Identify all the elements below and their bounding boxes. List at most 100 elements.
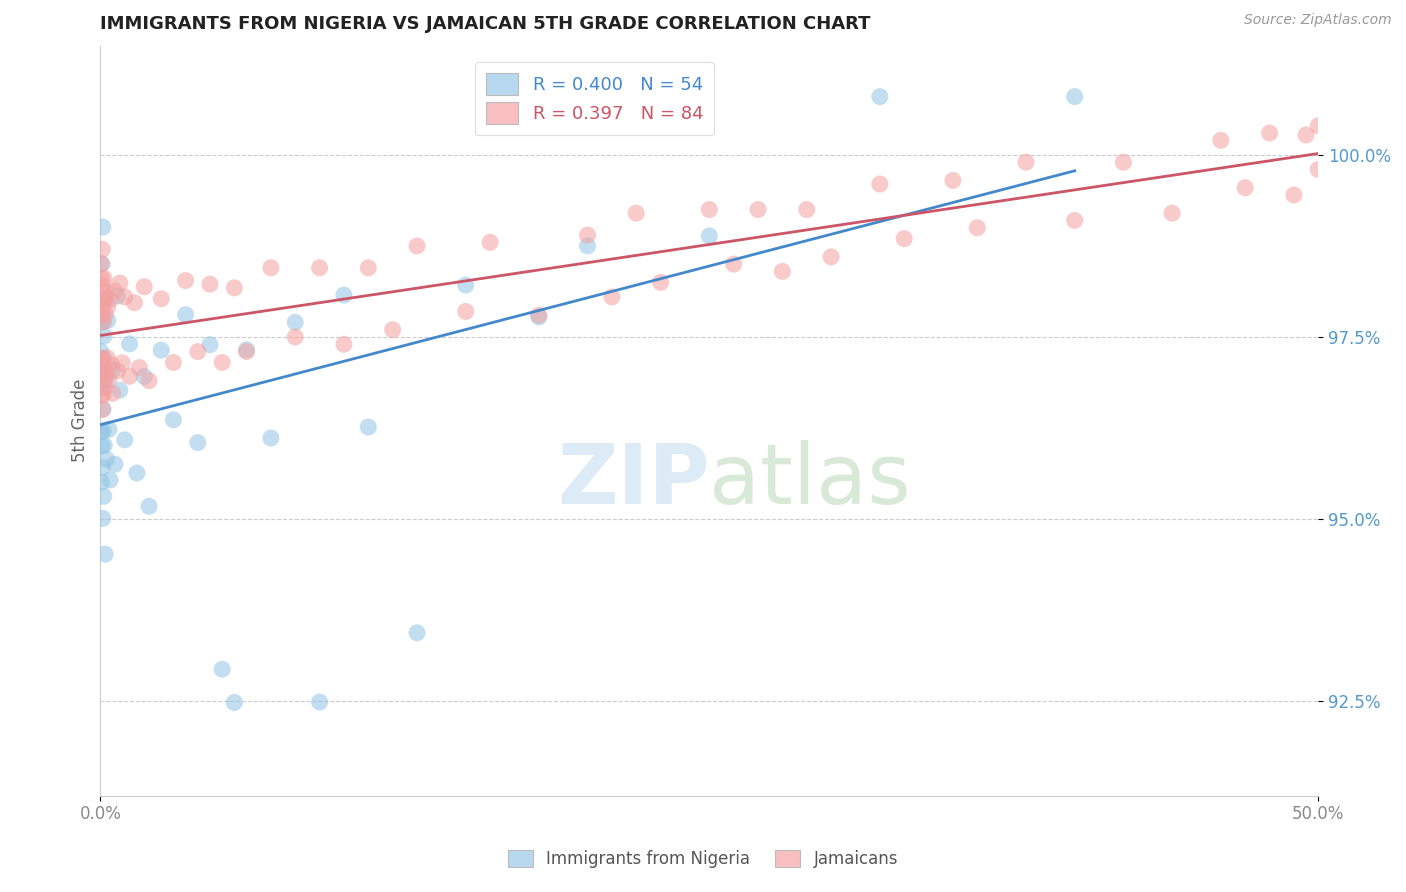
Text: Source: ZipAtlas.com: Source: ZipAtlas.com	[1244, 13, 1392, 28]
Point	[96, 351, 118, 365]
Point	[91, 388, 114, 402]
Point	[97, 372, 120, 386]
Point	[454, 278, 477, 293]
Point	[91, 293, 114, 308]
Point	[187, 344, 209, 359]
Point	[1295, 128, 1317, 142]
Point	[1308, 162, 1330, 177]
Point	[1282, 188, 1305, 202]
Point	[90, 271, 112, 285]
Point	[381, 323, 404, 337]
Point	[91, 242, 114, 256]
Point	[90, 366, 112, 380]
Point	[357, 420, 380, 434]
Point	[224, 281, 246, 295]
Point	[942, 173, 965, 187]
Point	[893, 232, 915, 246]
Point	[1308, 119, 1330, 133]
Point	[1234, 180, 1257, 194]
Point	[93, 315, 115, 329]
Point	[93, 438, 115, 452]
Point	[91, 511, 114, 525]
Point	[114, 433, 136, 447]
Point	[91, 402, 114, 417]
Point	[747, 202, 769, 217]
Point	[90, 475, 112, 490]
Point	[108, 383, 131, 397]
Point	[479, 235, 502, 250]
Point	[224, 696, 246, 710]
Point	[138, 374, 160, 388]
Point	[91, 285, 114, 300]
Point	[90, 293, 112, 308]
Point	[90, 366, 112, 380]
Point	[820, 250, 842, 264]
Point	[869, 177, 891, 191]
Point	[101, 386, 124, 401]
Text: atlas: atlas	[709, 441, 911, 521]
Point	[94, 307, 117, 321]
Point	[174, 308, 197, 322]
Point	[600, 290, 623, 304]
Point	[626, 206, 648, 220]
Point	[308, 260, 330, 275]
Point	[576, 239, 599, 253]
Point	[97, 300, 120, 314]
Point	[91, 301, 114, 315]
Point	[527, 310, 550, 324]
Point	[93, 351, 115, 365]
Point	[125, 466, 148, 480]
Point	[162, 355, 184, 369]
Point	[100, 358, 122, 372]
Point	[93, 271, 115, 285]
Point	[90, 388, 112, 402]
Point	[260, 431, 283, 445]
Point	[198, 277, 221, 292]
Point	[107, 289, 129, 303]
Point	[1112, 155, 1135, 169]
Point	[93, 293, 115, 307]
Point	[1015, 155, 1038, 169]
Point	[150, 292, 173, 306]
Point	[454, 304, 477, 318]
Point	[101, 363, 124, 377]
Point	[90, 257, 112, 271]
Point	[1258, 126, 1281, 140]
Point	[93, 373, 115, 387]
Point	[91, 278, 114, 293]
Point	[124, 295, 146, 310]
Point	[90, 308, 112, 322]
Point	[93, 293, 115, 307]
Y-axis label: 5th Grade: 5th Grade	[72, 379, 89, 462]
Point	[406, 239, 429, 253]
Point	[90, 257, 112, 271]
Point	[138, 500, 160, 514]
Point	[333, 288, 356, 302]
Point	[91, 315, 114, 329]
Point	[98, 292, 121, 306]
Point	[650, 276, 672, 290]
Point	[108, 276, 131, 290]
Point	[98, 473, 121, 487]
Point	[770, 264, 793, 278]
Legend: R = 0.400   N = 54, R = 0.397   N = 84: R = 0.400 N = 54, R = 0.397 N = 84	[475, 62, 714, 136]
Point	[1161, 206, 1184, 220]
Point	[134, 279, 156, 293]
Point	[1209, 133, 1232, 147]
Point	[91, 380, 114, 394]
Point	[111, 356, 134, 370]
Point	[93, 380, 115, 394]
Point	[128, 360, 150, 375]
Point	[96, 285, 118, 300]
Point	[174, 273, 197, 287]
Point	[235, 344, 257, 359]
Point	[93, 359, 115, 373]
Point	[97, 313, 120, 327]
Point	[284, 315, 307, 329]
Point	[90, 351, 112, 366]
Point	[1063, 89, 1085, 103]
Point	[90, 344, 112, 359]
Point	[198, 337, 221, 351]
Point	[114, 290, 136, 304]
Point	[966, 220, 988, 235]
